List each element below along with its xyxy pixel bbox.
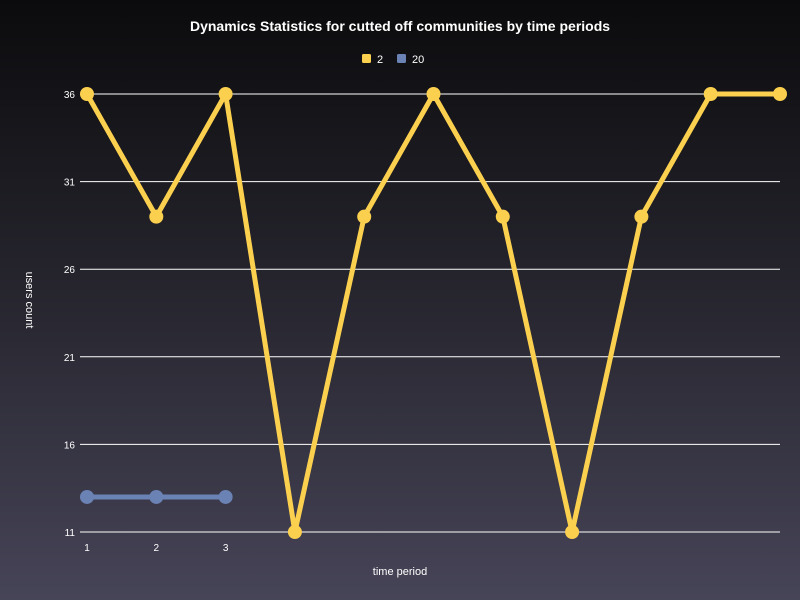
data-point (565, 525, 580, 539)
data-point (357, 209, 372, 224)
chart-title: Dynamics Statistics for cutted off commu… (190, 18, 610, 34)
x-tick-label: 1 (84, 543, 90, 554)
legend-label: 2 (377, 54, 383, 66)
y-tick-label: 26 (64, 265, 76, 276)
data-point (634, 209, 649, 224)
y-tick-label: 31 (64, 178, 76, 189)
data-point (80, 489, 94, 504)
x-axis-label: time period (373, 566, 427, 578)
legend: 2 20 (362, 54, 424, 66)
legend-swatch (397, 54, 406, 63)
data-point (773, 87, 787, 101)
y-tick-label: 21 (64, 353, 76, 364)
y-axis-ticks: 11 16 21 26 31 36 (64, 90, 76, 539)
y-tick-label: 36 (64, 90, 76, 101)
data-point (426, 87, 441, 101)
series-20 (80, 489, 233, 504)
legend-swatch (362, 54, 371, 63)
series-2 (80, 87, 787, 539)
data-point (80, 87, 94, 101)
data-point (287, 525, 302, 539)
y-tick-label: 16 (64, 440, 76, 451)
x-tick-label: 3 (223, 543, 229, 554)
data-point (218, 87, 233, 101)
y-tick-label: 11 (65, 528, 76, 539)
data-point (495, 209, 510, 224)
data-point (149, 489, 164, 504)
series-layer (80, 87, 787, 539)
legend-label: 20 (412, 54, 424, 66)
series-line (84, 91, 783, 535)
y-axis-label: users count (23, 272, 35, 329)
x-tick-label: 2 (154, 543, 160, 554)
data-point (218, 489, 233, 504)
data-point (149, 209, 164, 224)
x-axis-ticks: 1 2 3 (84, 543, 229, 554)
data-point (703, 87, 718, 101)
